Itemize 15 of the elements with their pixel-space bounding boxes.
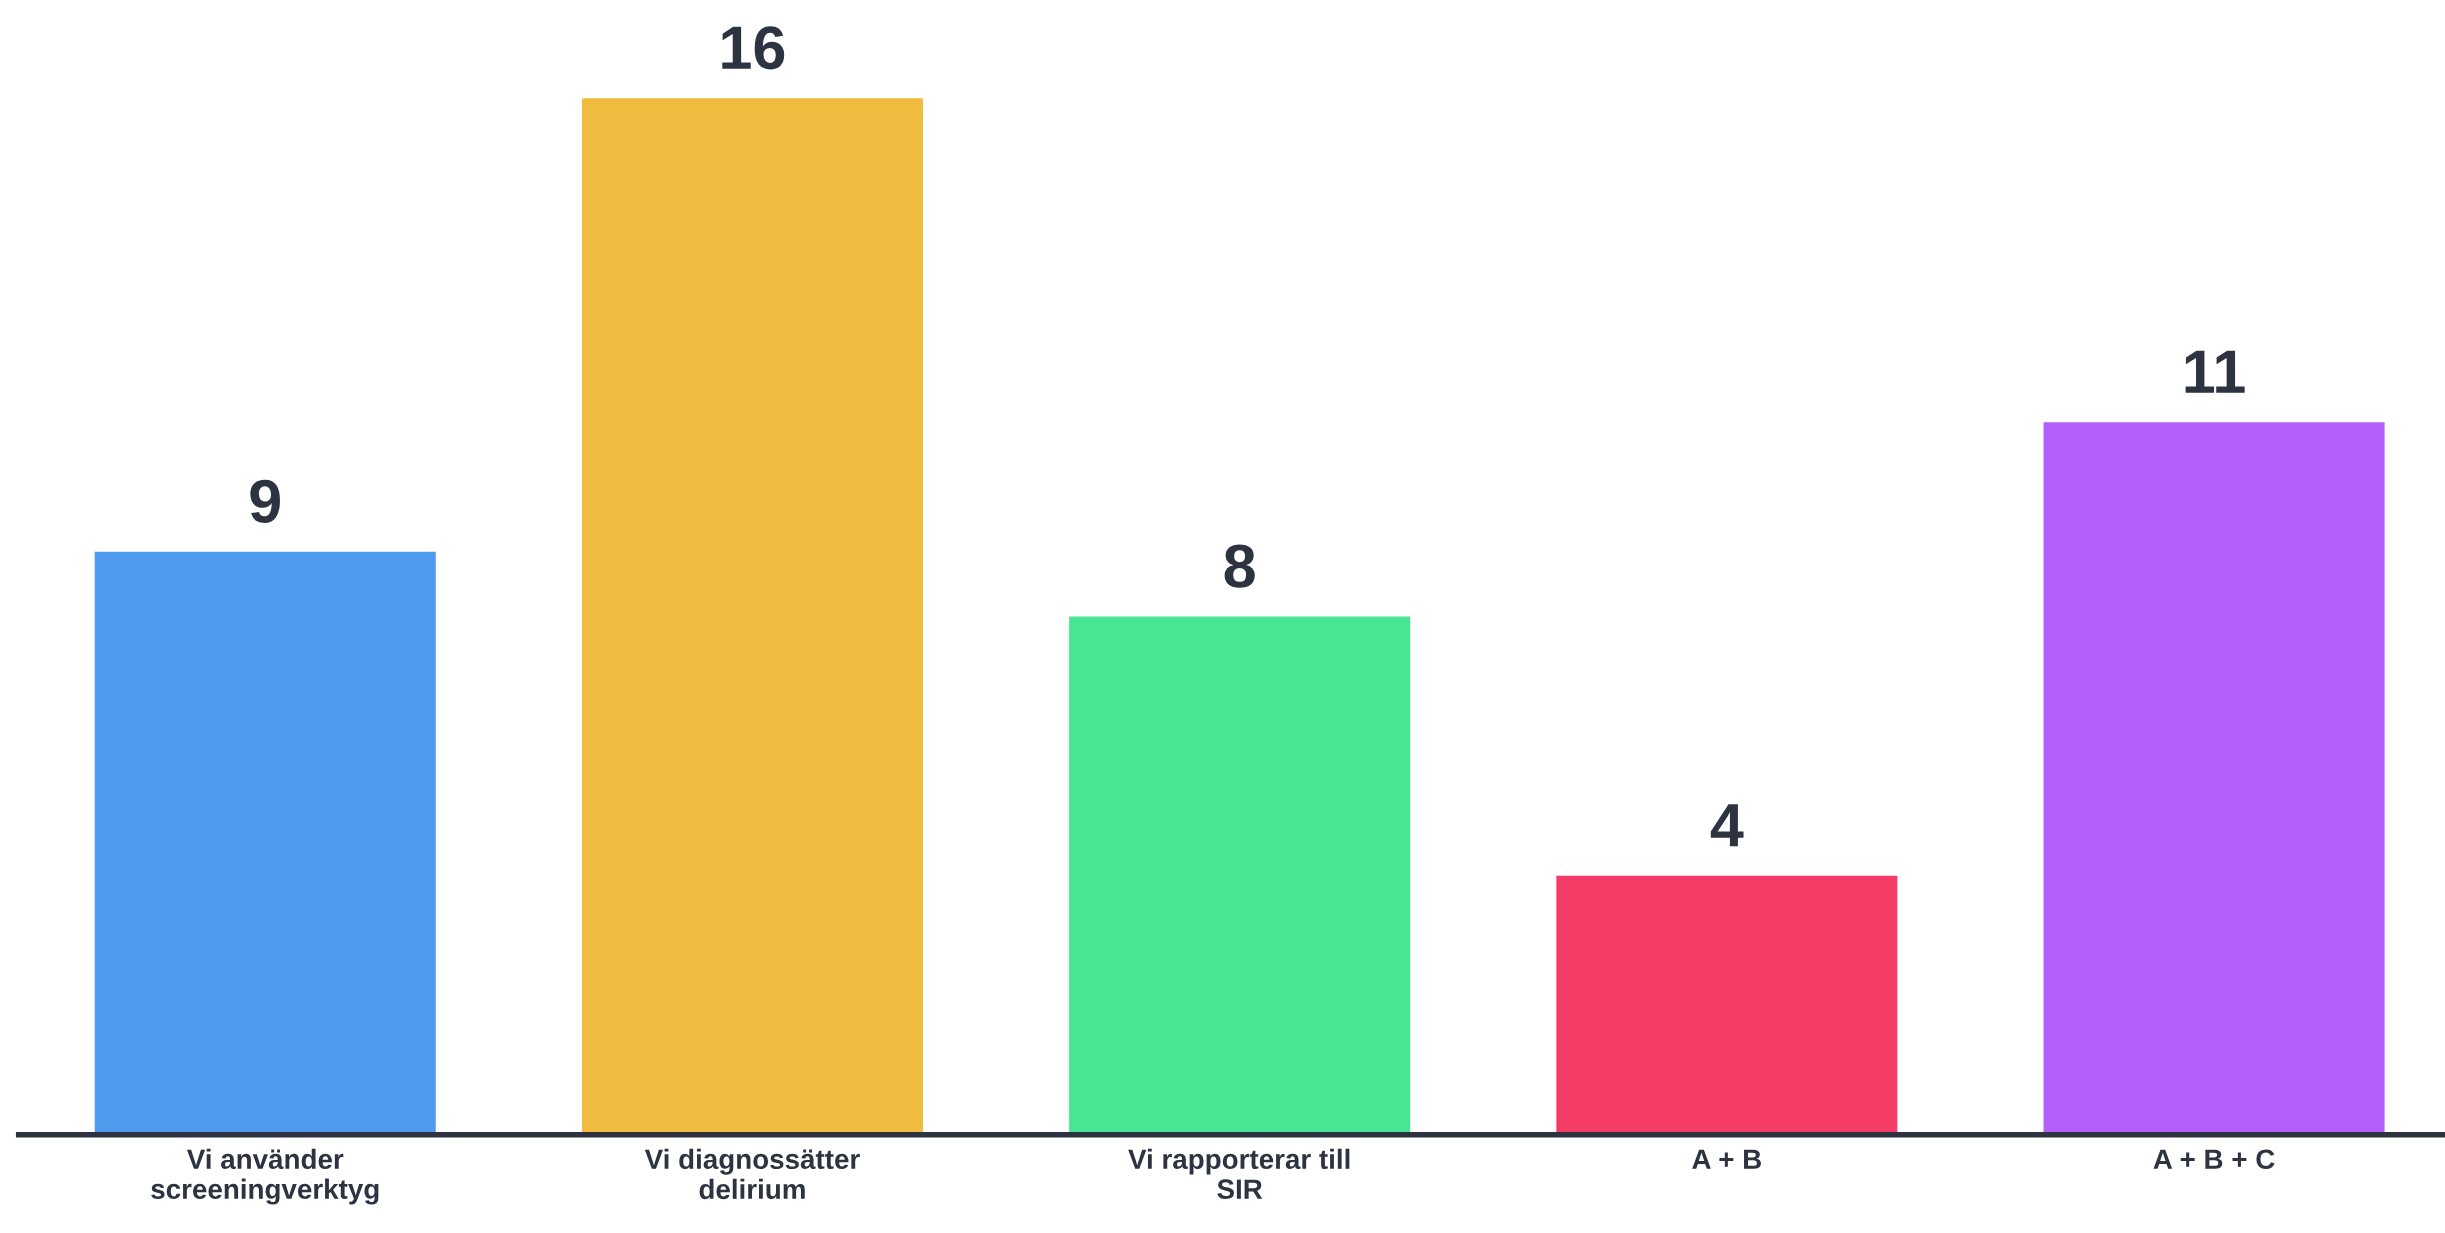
- data-label: 11: [2185, 350, 2245, 393]
- data-label: 16: [722, 26, 785, 70]
- x-tick-label: Vi rapporterar till SIR: [1128, 1148, 1350, 1200]
- bar: [581, 98, 923, 1135]
- x-tick-label: Vi använder screeningverktyg: [151, 1148, 379, 1205]
- bar: [94, 551, 436, 1135]
- x-tick-label: A + B: [1692, 1149, 1761, 1169]
- x-tick-label: Vi diagnossätter delirium: [644, 1148, 860, 1200]
- bar: [2043, 422, 2385, 1135]
- data-label: 4: [1710, 804, 1744, 847]
- bar: [1069, 616, 1411, 1135]
- x-tick-label: A + B + C: [2153, 1149, 2275, 1170]
- data-label: 9: [250, 479, 280, 523]
- data-label: 8: [1224, 544, 1255, 588]
- bar: [1556, 875, 1898, 1135]
